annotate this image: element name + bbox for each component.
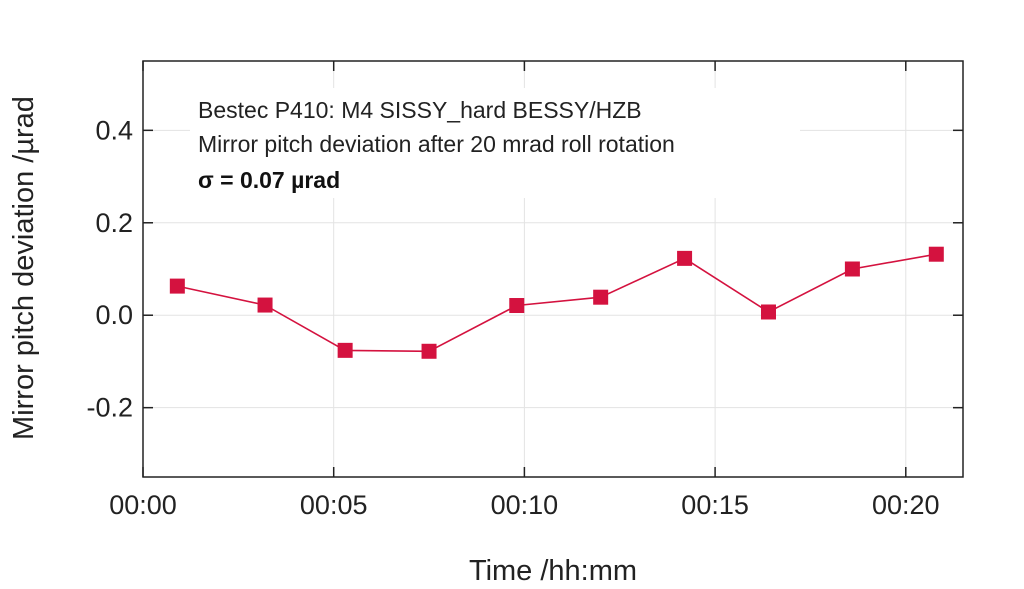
x-tick-label: 00:10 (491, 490, 559, 520)
annotation-background (190, 88, 800, 198)
data-point-marker (509, 298, 525, 314)
series-line (177, 253, 937, 353)
x-tick-label: 00:00 (109, 490, 177, 520)
y-tick-label: 0.4 (95, 115, 133, 145)
annotation-line-1: Bestec P410: M4 SISSY_hard BESSY/HZB (198, 97, 642, 123)
data-point-marker (257, 297, 273, 313)
annotation-line-2: Mirror pitch deviation after 20 mrad rol… (198, 131, 675, 157)
series-layer (169, 246, 944, 359)
y-axis-title: Mirror pitch deviation /µrad (8, 96, 40, 440)
data-point-marker (844, 261, 860, 277)
y-tick-label: 0.2 (95, 208, 133, 238)
plot-area-frame (142, 60, 964, 478)
data-point-marker (337, 342, 353, 358)
y-tick-label: -0.2 (86, 393, 133, 423)
data-point-marker (760, 304, 776, 320)
x-tick-label: 00:15 (681, 490, 749, 520)
data-point-marker (677, 250, 693, 266)
annotation-block: Bestec P410: M4 SISSY_hard BESSY/HZB Mir… (190, 88, 800, 198)
data-point-marker (421, 343, 437, 359)
y-tick-label: 0.0 (95, 300, 133, 330)
x-tick-label: 00:05 (300, 490, 368, 520)
x-tick-label: 00:20 (872, 490, 940, 520)
x-axis-title: Time /hh:mm (469, 555, 637, 587)
data-point-marker (928, 246, 944, 262)
axis-ticks: 00:00 00:05 00:10 00:15 00:20 -0.2 0.0 0.2 0.4 (86, 61, 963, 520)
annotation-sigma: σ = 0.07 µrad (198, 167, 340, 193)
data-point-marker (169, 278, 185, 294)
data-point-marker (593, 289, 609, 305)
